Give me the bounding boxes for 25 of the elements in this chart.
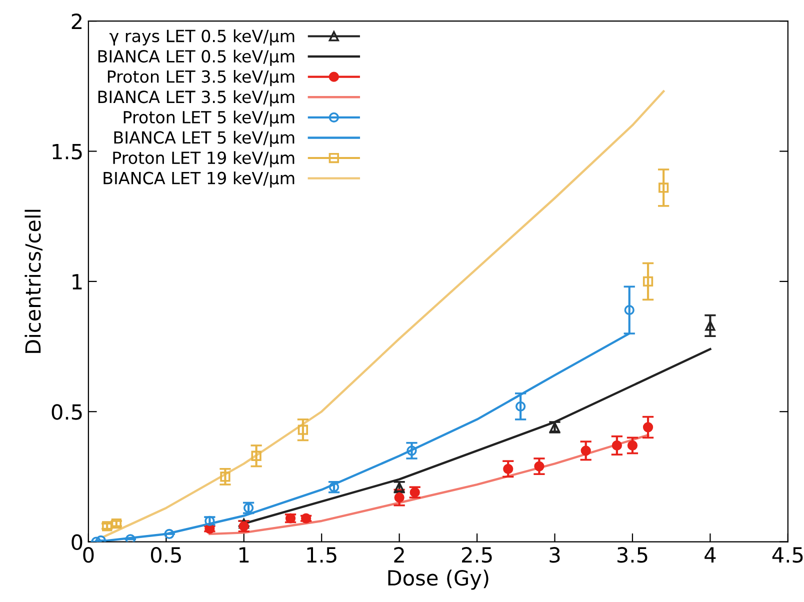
x-tick-label: 2.5: [462, 547, 492, 563]
x-tick-label: 3: [550, 547, 560, 563]
x-tick-label: 0.5: [150, 547, 181, 563]
legend-label: Proton LET 3.5 keV/μm: [108, 70, 294, 86]
legend-label: BIANCA LET 0.5 keV/μm: [98, 50, 294, 66]
y-tick-label: 1: [72, 274, 82, 290]
x-tick-label: 4: [704, 547, 716, 562]
legend-label: BIANCA LET 19 keV/μm: [104, 171, 294, 188]
legend-label: BIANCA LET 5 keV/μm: [114, 130, 294, 148]
legend-label: Proton LET 5 keV/μm: [124, 110, 294, 127]
y-tick-label: 0: [72, 534, 82, 550]
y-axis-title: Dicentrics/cell: [24, 210, 42, 353]
y-tick-label: 2: [72, 14, 82, 29]
x-axis-title: Dose (Gy): [388, 570, 488, 590]
y-tick-label: 1.5: [52, 144, 82, 160]
legend-label: Proton LET 19 keV/μm: [113, 151, 294, 168]
y-tick-label: 0.5: [52, 404, 82, 420]
x-tick-label: 1.5: [307, 547, 336, 563]
x-tick-label: 4.5: [772, 547, 803, 563]
x-tick-label: 0: [83, 547, 94, 563]
x-tick-label: 1: [240, 547, 249, 562]
x-tick-label: 3.5: [618, 547, 648, 563]
legend-label: BIANCA LET 3.5 keV/μm: [98, 90, 294, 106]
x-tick-label: 2: [394, 547, 404, 562]
legend-label: γ rays LET 0.5 keV/μm: [110, 29, 294, 46]
